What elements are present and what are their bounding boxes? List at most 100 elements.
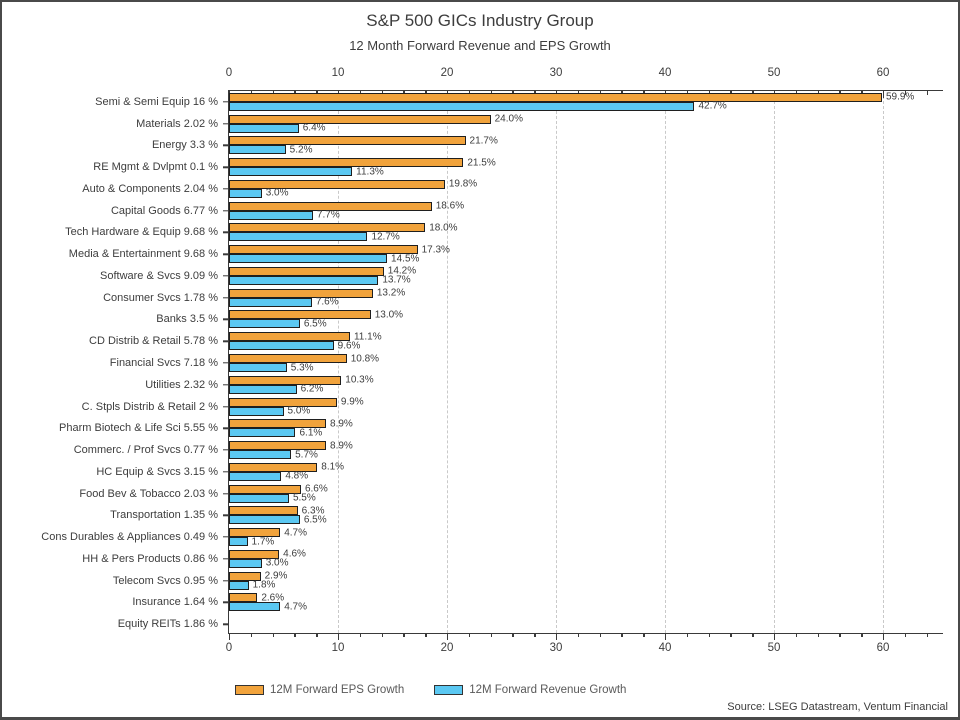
eps-value-label: 6.3% [301, 505, 325, 517]
category-row: Food Bev & Tobacco 2.03 % 6.6% 5.5% [79, 483, 943, 505]
category-row: Telecom Svcs 0.95 % 2.9% 1.8% [113, 570, 943, 592]
axis-tick [817, 633, 820, 637]
rev-bar [229, 275, 379, 285]
axis-tick [316, 633, 318, 637]
category-label: Food Bev & Tobacco 2.03 % [79, 487, 218, 500]
category-tick [223, 449, 229, 451]
eps-value-label: 6.6% [304, 483, 328, 495]
eps-bar [229, 136, 466, 146]
axis-tick-label: 20 [440, 642, 454, 654]
gridline-x-40 [665, 91, 667, 633]
axis-tick [665, 633, 667, 640]
axis-tick [883, 91, 885, 98]
category-label: Auto & Components 2.04 % [82, 182, 218, 195]
rev-bar [229, 232, 368, 242]
category-label: Energy 3.3 % [151, 139, 218, 152]
eps-bar [229, 310, 371, 320]
axis-tick [774, 633, 776, 640]
axis-tick [926, 633, 929, 637]
category-label: HH & Pers Products 0.86 % [82, 552, 218, 565]
rev-value-label: 3.0% [265, 187, 289, 199]
rev-bar [229, 363, 287, 372]
axis-tick [577, 633, 580, 637]
eps-value-label: 13.2% [376, 287, 406, 299]
category-label: Financial Svcs 7.18 % [109, 356, 218, 369]
eps-bar [229, 375, 342, 385]
category-row: Software & Svcs 9.09 % 14.2% 13.7% [100, 265, 943, 287]
eps-bar [229, 332, 350, 342]
category-label: Equity REITs 1.86 % [117, 618, 218, 631]
eps-value-label: 21.5% [467, 157, 496, 169]
category-row: RE Mgmt & Dvlpmt 0.1 % 21.5% 11.3% [93, 156, 943, 178]
category-label: Transportation 1.35 % [110, 509, 218, 522]
axis-tick-label: 60 [876, 67, 890, 79]
eps-value-label: 59.9% [885, 91, 915, 103]
eps-value-label: 4.7% [284, 527, 308, 539]
category-label: HC Equip & Svcs 3.15 % [96, 465, 218, 478]
rev-value-label: 42.7% [698, 100, 727, 112]
rev-value-label: 3.0% [265, 557, 289, 569]
eps-bar [229, 571, 261, 581]
category-row: HC Equip & Svcs 3.15 % 8.1% 4.8% [96, 461, 943, 483]
category-tick [223, 623, 229, 625]
axis-tick [381, 633, 383, 637]
axis-tick [556, 633, 558, 640]
category-tick [223, 318, 229, 321]
category-label: Telecom Svcs 0.95 % [112, 574, 218, 587]
category-tick [223, 144, 229, 147]
axis-tick-label: 10 [331, 67, 345, 79]
rev-bar [229, 493, 289, 503]
category-row: Energy 3.3 % 21.7% 5.2% [152, 135, 943, 157]
eps-bar [229, 593, 258, 603]
legend: 12M Forward EPS Growth 12M Forward Reven… [235, 684, 626, 696]
category-tick [223, 471, 229, 473]
category-tick [223, 275, 229, 277]
category-label: Pharm Biotech & Life Sci 5.55 % [59, 422, 218, 435]
eps-value-label: 9.9% [340, 396, 364, 408]
eps-bar [229, 158, 464, 168]
axis-tick [752, 633, 754, 637]
axis-tick [730, 633, 732, 637]
category-row: Cons Durables & Appliances 0.49 % 4.7% 1.7… [41, 526, 943, 548]
category-tick [223, 231, 229, 234]
category-tick [223, 122, 229, 125]
eps-bar [229, 528, 281, 538]
category-tick [223, 253, 229, 255]
legend-eps-label: 12M Forward EPS Growth [270, 684, 405, 696]
rev-bar [229, 580, 249, 590]
eps-value-label: 8.9% [330, 418, 353, 430]
source-attribution: Source: LSEG Datastream, Ventum Financia… [727, 701, 948, 713]
category-label: Tech Hardware & Equip 9.68 % [65, 226, 218, 239]
category-label: Materials 2.02 % [136, 117, 218, 130]
axis-tick [447, 633, 449, 640]
eps-value-label: 2.9% [264, 570, 288, 582]
axis-tick-label: 30 [549, 642, 563, 654]
rev-value-label: 6.5% [303, 514, 327, 526]
category-tick [223, 427, 229, 429]
axis-tick-label: 20 [440, 67, 454, 79]
eps-bar [229, 549, 280, 559]
chart-title: S&P 500 GICs Industry Group [366, 11, 594, 30]
eps-bar [229, 179, 445, 189]
eps-value-label: 11.1% [353, 331, 382, 343]
eps-value-label: 18.0% [429, 222, 458, 234]
category-tick [223, 536, 229, 538]
rev-value-label: 5.0% [287, 405, 311, 417]
rev-value-label: 6.2% [300, 383, 324, 395]
category-row: Equity REITs 1.86 % [118, 613, 943, 635]
axis-tick [621, 633, 623, 637]
axis-tick-label: 0 [225, 67, 233, 79]
axis-tick [359, 633, 362, 637]
eps-value-label: 2.6% [261, 592, 285, 604]
category-label: Commerc. / Prof Svcs 0.77 % [73, 444, 218, 457]
category-tick [223, 579, 229, 582]
eps-bar [229, 223, 426, 233]
rev-bar [229, 101, 695, 111]
eps-value-label: 4.6% [283, 548, 306, 560]
plot-area: 0 0 10 10 20 20 30 30 40 40 50 50 60 60 Semi & Semi Eq… [41, 67, 943, 654]
rev-bar [229, 515, 300, 525]
axis-tick [883, 633, 885, 640]
axis-tick-label: 40 [658, 67, 672, 79]
eps-value-label: 14.2% [387, 265, 417, 277]
eps-bar [229, 266, 384, 276]
